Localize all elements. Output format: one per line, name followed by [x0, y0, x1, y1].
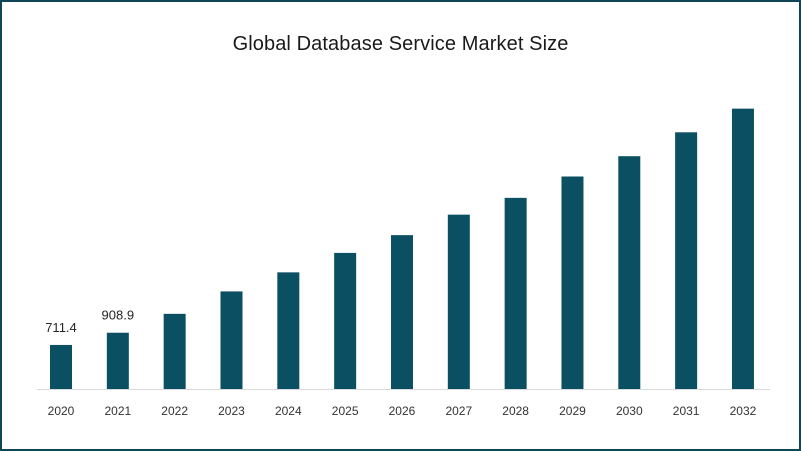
bar-2026: [390, 235, 413, 389]
x-tick-label-2021: 2021: [104, 404, 131, 418]
bar-2021: [106, 332, 129, 389]
bar-2023: [220, 291, 243, 389]
x-tick-label-2027: 2027: [445, 404, 472, 418]
data-label-2021: 908.9: [102, 308, 135, 323]
x-tick-label-2025: 2025: [332, 404, 359, 418]
bar-2029: [561, 176, 584, 389]
chart-title: Global Database Service Market Size: [232, 33, 569, 55]
bar-2025: [334, 252, 357, 389]
bar-2030: [618, 156, 641, 389]
bars-group: [50, 108, 754, 390]
bar-2031: [675, 132, 698, 390]
bar-2028: [504, 197, 527, 389]
bar-2027: [447, 214, 470, 389]
x-tick-label-2031: 2031: [673, 404, 700, 418]
x-tick-label-2029: 2029: [559, 404, 586, 418]
x-tick-label-2026: 2026: [389, 404, 416, 418]
x-tick-label-2020: 2020: [48, 404, 75, 418]
x-tick-label-2030: 2030: [616, 404, 643, 418]
x-tick-label-2024: 2024: [275, 404, 302, 418]
bar-2024: [277, 272, 300, 389]
bar-2020: [50, 344, 72, 389]
x-tick-label-2022: 2022: [161, 404, 188, 418]
x-tick-labels-group: 2020 2021 2022 2023 2024 2025 2026 2027 2028 2029…: [48, 404, 757, 418]
x-tick-label-2023: 2023: [218, 404, 245, 418]
x-tick-label-2028: 2028: [502, 404, 529, 418]
data-labels-group: 711.4 908.9: [45, 308, 134, 335]
bar-2032: [731, 108, 754, 390]
data-label-2020: 711.4: [45, 320, 77, 335]
bar-2022: [163, 313, 186, 389]
x-tick-label-2032: 2032: [730, 404, 757, 418]
